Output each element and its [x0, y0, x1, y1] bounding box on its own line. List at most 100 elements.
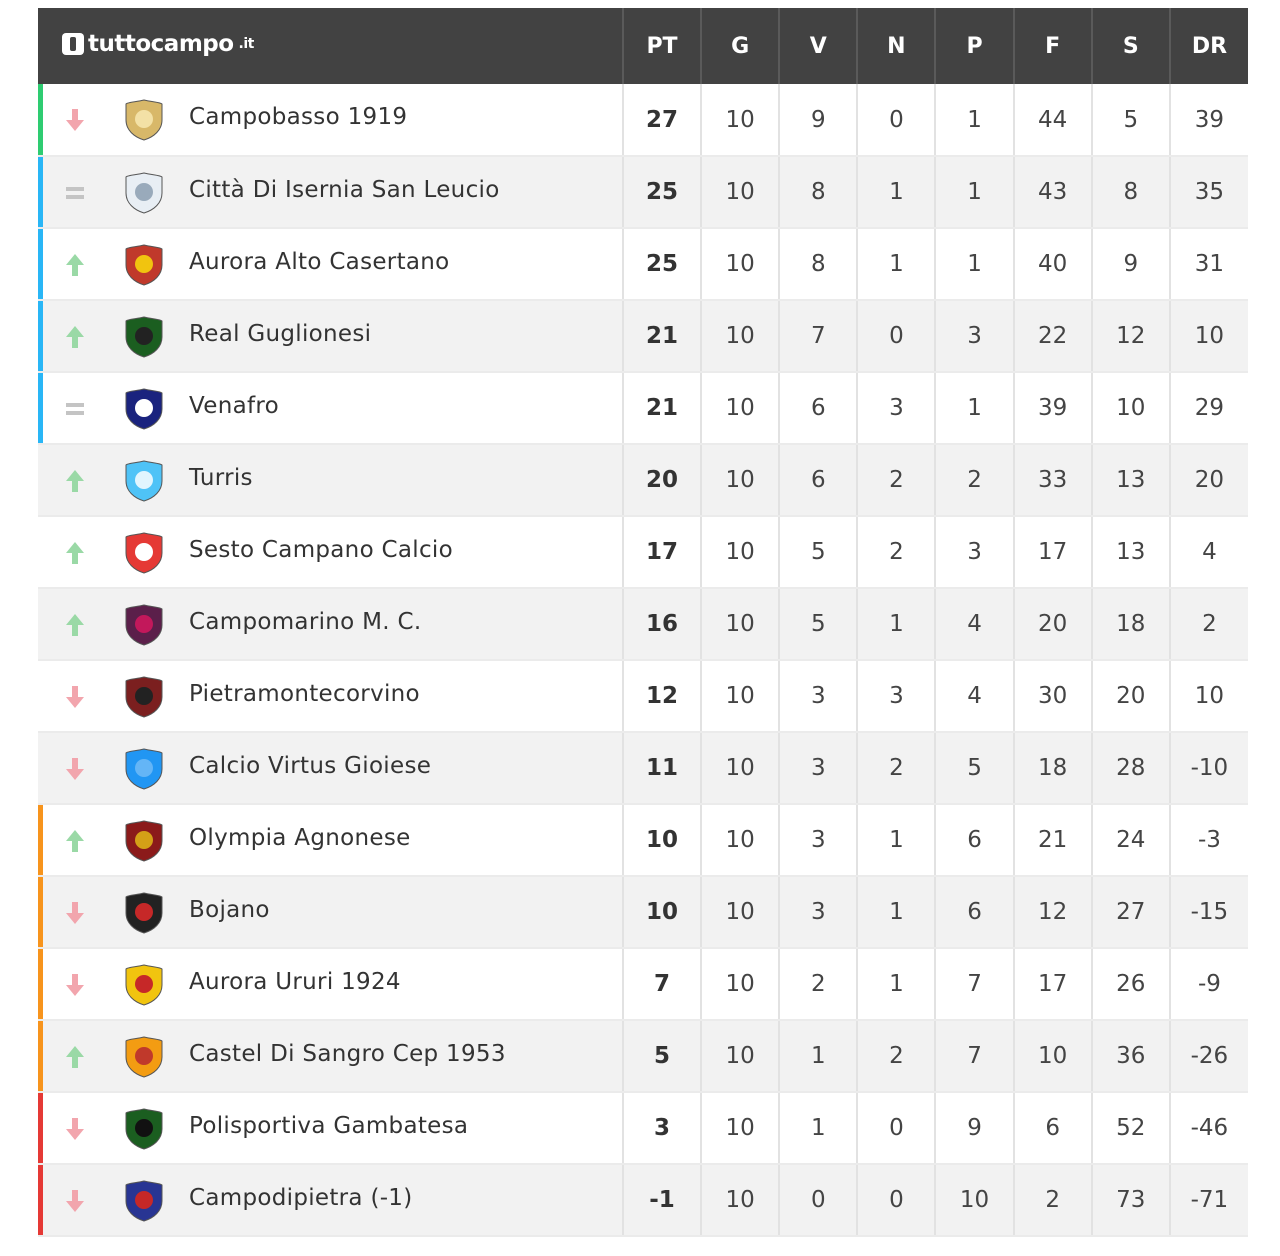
table-row[interactable]: Campobasso 1919 27 10 9 0 1 44 5 39: [38, 84, 1248, 157]
table-row[interactable]: Aurora Ururi 1924 7 10 2 1 7 17 26 -9: [38, 948, 1248, 1021]
stat-v: 3: [778, 732, 858, 805]
zone-indicator: [38, 1093, 43, 1163]
team-name[interactable]: Polisportiva Gambatesa: [189, 1113, 469, 1139]
stat-n: 0: [856, 84, 936, 157]
table-row[interactable]: Città Di Isernia San Leucio 25 10 8 1 1 43 8 35: [38, 156, 1248, 229]
col-header-s[interactable]: S: [1090, 8, 1170, 84]
col-header-n[interactable]: N: [856, 8, 936, 84]
team-cell[interactable]: Polisportiva Gambatesa: [38, 1092, 623, 1165]
table-row[interactable]: Real Guglionesi 21 10 7 0 3 22 12 10: [38, 300, 1248, 373]
team-cell[interactable]: Campobasso 1919: [38, 84, 623, 157]
stat-g: 10: [700, 804, 780, 877]
team-cell[interactable]: Olympia Agnonese: [38, 804, 623, 877]
stat-dr: -26: [1168, 1020, 1248, 1093]
team-name[interactable]: Sesto Campano Calcio: [189, 537, 453, 563]
team-cell[interactable]: Venafro: [38, 372, 623, 445]
stat-pt: 5: [621, 1020, 702, 1093]
team-cell[interactable]: Pietramontecorvino: [38, 660, 623, 733]
team-cell[interactable]: Aurora Alto Casertano: [38, 228, 623, 301]
table-row[interactable]: Turris 20 10 6 2 2 33 13 20: [38, 444, 1248, 517]
table-row[interactable]: Sesto Campano Calcio 17 10 5 2 3 17 13 4: [38, 516, 1248, 589]
team-cell[interactable]: Aurora Ururi 1924: [38, 948, 623, 1021]
stat-pt: 20: [621, 444, 702, 517]
table-row[interactable]: Bojano 10 10 3 1 6 12 27 -15: [38, 876, 1248, 949]
team-cell[interactable]: Real Guglionesi: [38, 300, 623, 373]
team-cell[interactable]: Castel Di Sangro Cep 1953: [38, 1020, 623, 1093]
stat-g: 10: [700, 588, 780, 661]
team-name[interactable]: Campobasso 1919: [189, 104, 408, 130]
col-header-g[interactable]: G: [700, 8, 780, 84]
col-header-f[interactable]: F: [1012, 8, 1092, 84]
campomarino-crest-icon: [125, 604, 163, 646]
col-header-pt[interactable]: PT: [621, 8, 702, 84]
table-row[interactable]: Campomarino M. C. 16 10 5 1 4 20 18 2: [38, 588, 1248, 661]
zone-indicator: [38, 661, 43, 731]
team-cell[interactable]: Calcio Virtus Gioiese: [38, 732, 623, 805]
team-name[interactable]: Città Di Isernia San Leucio: [189, 177, 500, 203]
real-guglionesi-crest-icon: [125, 316, 163, 358]
zone-indicator: [38, 1165, 43, 1235]
zone-indicator: [38, 589, 43, 659]
zone-indicator: [38, 84, 43, 155]
team-cell[interactable]: Turris: [38, 444, 623, 517]
team-name[interactable]: Turris: [189, 465, 253, 491]
stat-n: 0: [856, 300, 936, 373]
team-name[interactable]: Aurora Ururi 1924: [189, 969, 401, 995]
arrow-down-icon: [66, 902, 84, 924]
equals-icon: [66, 403, 84, 415]
table-row[interactable]: Aurora Alto Casertano 25 10 8 1 1 40 9 31: [38, 228, 1248, 301]
col-header-p[interactable]: P: [934, 8, 1014, 84]
table-row[interactable]: Polisportiva Gambatesa 3 10 1 0 9 6 52 -46: [38, 1092, 1248, 1165]
team-cell[interactable]: Città Di Isernia San Leucio: [38, 156, 623, 229]
stat-v: 2: [778, 948, 858, 1021]
team-name[interactable]: Pietramontecorvino: [189, 681, 420, 707]
stat-pt: 10: [621, 876, 702, 949]
stat-p: 1: [934, 156, 1014, 229]
stat-v: 3: [778, 876, 858, 949]
stat-n: 2: [856, 516, 936, 589]
stat-pt: 27: [621, 84, 702, 157]
stat-v: 1: [778, 1020, 858, 1093]
stat-n: 1: [856, 948, 936, 1021]
team-name[interactable]: Olympia Agnonese: [189, 825, 411, 851]
aurora-alto-casertano-crest-icon: [125, 244, 163, 286]
table-row[interactable]: Olympia Agnonese 10 10 3 1 6 21 24 -3: [38, 804, 1248, 877]
stat-pt: 12: [621, 660, 702, 733]
stat-g: 10: [700, 372, 780, 445]
brand-logo[interactable]: tuttocampo .it: [38, 8, 623, 84]
team-name[interactable]: Calcio Virtus Gioiese: [189, 753, 432, 779]
stat-f: 33: [1012, 444, 1092, 517]
table-row[interactable]: Campodipietra (-1) -1 10 0 0 10 2 73 -71: [38, 1164, 1248, 1237]
stat-f: 44: [1012, 84, 1092, 157]
team-cell[interactable]: Campodipietra (-1): [38, 1164, 623, 1237]
col-header-v[interactable]: V: [778, 8, 858, 84]
olympia-agnonese-crest-icon: [125, 820, 163, 862]
team-cell[interactable]: Sesto Campano Calcio: [38, 516, 623, 589]
team-name[interactable]: Aurora Alto Casertano: [189, 249, 450, 275]
table-row[interactable]: Venafro 21 10 6 3 1 39 10 29: [38, 372, 1248, 445]
stat-v: 3: [778, 660, 858, 733]
table-row[interactable]: Pietramontecorvino 12 10 3 3 4 30 20 10: [38, 660, 1248, 733]
team-name[interactable]: Real Guglionesi: [189, 321, 372, 347]
team-name[interactable]: Campomarino M. C.: [189, 609, 422, 635]
virtus-gioiese-crest-icon: [125, 748, 163, 790]
stat-p: 9: [934, 1092, 1014, 1165]
team-name[interactable]: Castel Di Sangro Cep 1953: [189, 1041, 506, 1067]
table-row[interactable]: Castel Di Sangro Cep 1953 5 10 1 2 7 10 36 -26: [38, 1020, 1248, 1093]
stat-dr: 2: [1168, 588, 1248, 661]
team-name[interactable]: Venafro: [189, 393, 279, 419]
team-name[interactable]: Bojano: [189, 897, 270, 923]
team-cell[interactable]: Bojano: [38, 876, 623, 949]
stat-s: 5: [1090, 84, 1170, 157]
team-name[interactable]: Campodipietra (-1): [189, 1185, 413, 1211]
team-cell[interactable]: Campomarino M. C.: [38, 588, 623, 661]
stat-dr: -46: [1168, 1092, 1248, 1165]
arrow-up-icon: [66, 614, 84, 636]
table-row[interactable]: Calcio Virtus Gioiese 11 10 3 2 5 18 28 -10: [38, 732, 1248, 805]
zone-indicator: [38, 733, 43, 803]
stat-pt: 16: [621, 588, 702, 661]
standings-table: tuttocampo .it PT G V N P F S DR Campobas…: [38, 8, 1248, 1237]
col-header-dr[interactable]: DR: [1168, 8, 1248, 84]
arrow-up-icon: [66, 470, 84, 492]
stat-n: 3: [856, 660, 936, 733]
